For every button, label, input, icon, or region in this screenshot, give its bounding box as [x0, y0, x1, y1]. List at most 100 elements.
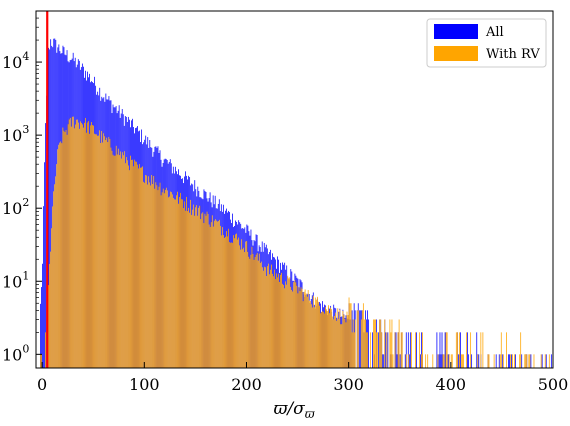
- histogram-bar-with-rv: [390, 332, 392, 368]
- histogram-bar-with-rv: [295, 282, 297, 368]
- histogram-bar-with-rv: [275, 279, 276, 368]
- histogram-bar-all: [396, 354, 398, 368]
- histogram-bar-with-rv: [421, 354, 422, 368]
- histogram-bar-with-rv: [207, 213, 209, 368]
- histogram-bar-with-rv: [373, 319, 374, 368]
- histogram-bar-with-rv: [333, 319, 335, 368]
- histogram-bar-with-rv: [208, 224, 210, 368]
- histogram-bar-with-rv: [72, 116, 74, 368]
- histogram-bar-with-rv: [173, 199, 175, 368]
- histogram-bar-with-rv: [257, 260, 259, 368]
- histogram-bar-with-rv: [273, 276, 274, 368]
- histogram-bar-with-rv: [216, 221, 218, 368]
- histogram-bar-all: [476, 332, 478, 368]
- histogram-bar-with-rv: [258, 253, 260, 368]
- histogram-bar-with-rv: [240, 249, 242, 368]
- histogram-bar-with-rv: [304, 289, 306, 368]
- histogram-bar-with-rv: [256, 252, 258, 368]
- histogram-bar-with-rv: [81, 124, 83, 368]
- histogram-bar-with-rv: [198, 207, 200, 368]
- histogram-bar-with-rv: [380, 319, 382, 368]
- histogram-bar-with-rv: [182, 199, 183, 368]
- histogram-bar-with-rv: [376, 332, 378, 368]
- histogram-bar-with-rv: [238, 237, 240, 368]
- histogram-bar-with-rv: [392, 354, 394, 368]
- histogram-bar-with-rv: [73, 128, 75, 368]
- histogram-bar-with-rv: [84, 122, 85, 368]
- histogram-bar-with-rv: [512, 354, 513, 368]
- histogram-bar-with-rv: [281, 272, 282, 368]
- histogram-bar-with-rv: [463, 354, 464, 368]
- histogram-bar-with-rv: [307, 290, 309, 368]
- histogram-bar-with-rv: [149, 182, 151, 368]
- histogram-bar-all: [509, 354, 510, 368]
- legend-label-with-rv: With RV: [486, 47, 540, 62]
- histogram-bar-with-rv: [250, 254, 252, 368]
- histogram-bar-with-rv: [197, 215, 199, 368]
- histogram-bar-with-rv: [59, 142, 61, 368]
- histogram-bar-with-rv: [60, 141, 62, 368]
- histogram-bar-with-rv: [272, 273, 273, 368]
- histogram-bar-with-rv: [96, 134, 98, 368]
- histogram-bar-with-rv: [95, 134, 97, 368]
- histogram-bar-all: [395, 332, 397, 368]
- histogram-bar-all: [457, 354, 459, 368]
- histogram-bar-with-rv: [50, 251, 52, 368]
- histogram-bar-with-rv: [291, 289, 293, 368]
- histogram-bar-with-rv: [348, 297, 350, 368]
- histogram-bar-with-rv: [122, 155, 124, 368]
- histogram-bar-with-rv: [314, 297, 316, 368]
- histogram-bar-with-rv: [126, 160, 128, 368]
- histogram-bar-all: [409, 332, 411, 368]
- histogram-bar-with-rv: [290, 286, 292, 368]
- histogram-bar-with-rv: [172, 197, 174, 368]
- histogram-bar-with-rv: [309, 301, 311, 368]
- histogram-bar-with-rv: [318, 301, 319, 368]
- histogram-bar-with-rv: [520, 332, 522, 368]
- histogram-bar-with-rv: [158, 186, 160, 368]
- histogram-bar-with-rv: [123, 151, 125, 368]
- histogram-bar-with-rv: [405, 354, 407, 368]
- histogram-bar-with-rv: [233, 235, 234, 368]
- histogram-bar-with-rv: [245, 241, 247, 368]
- histogram-bar-with-rv: [360, 319, 362, 368]
- histogram-bar-with-rv: [334, 315, 336, 368]
- x-axis-title: ϖ/σϖ: [274, 399, 316, 421]
- histogram-bar-with-rv: [64, 132, 66, 368]
- histogram-bar-with-rv: [66, 134, 68, 368]
- histogram-bar-with-rv: [55, 176, 57, 368]
- histogram-bar-with-rv: [352, 319, 354, 368]
- histogram-bar-with-rv: [363, 319, 365, 368]
- histogram-bar-with-rv: [255, 254, 257, 368]
- histogram-bar-all: [387, 332, 389, 368]
- histogram-bar-with-rv: [215, 220, 217, 368]
- histogram-bar-with-rv: [88, 121, 89, 368]
- histogram-bar-all: [515, 354, 516, 368]
- histogram-bar-with-rv: [80, 122, 82, 368]
- histogram-bar-with-rv: [480, 332, 482, 368]
- histogram-bar-with-rv: [185, 210, 186, 368]
- histogram-bar-with-rv: [117, 148, 119, 368]
- histogram-bar-all: [550, 354, 552, 368]
- histogram-bar-with-rv: [277, 277, 278, 368]
- histogram-bar-with-rv: [79, 121, 81, 368]
- histogram-bar-with-rv: [191, 214, 193, 368]
- histogram-bar-with-rv: [211, 215, 213, 368]
- histogram-bar-all: [408, 354, 410, 368]
- y-tick-label: 100: [2, 342, 29, 364]
- histogram-bar-with-rv: [89, 133, 90, 368]
- histogram-bar-with-rv: [204, 213, 206, 368]
- histogram-bar-all: [511, 354, 512, 368]
- histogram-bar-with-rv: [259, 262, 261, 368]
- histogram-bar-with-rv: [104, 136, 106, 368]
- histogram-bar-with-rv: [544, 354, 546, 368]
- histogram-bar-with-rv: [351, 332, 353, 368]
- x-tick-label: 200: [231, 375, 262, 394]
- histogram-bar-all: [521, 354, 523, 368]
- histogram-bar-with-rv: [162, 188, 164, 368]
- histogram-bar-with-rv: [92, 125, 93, 368]
- histogram-bar-with-rv: [375, 319, 376, 368]
- histogram-bar-with-rv: [254, 256, 256, 368]
- y-tick-label: 103: [2, 123, 29, 145]
- y-tick-label: 102: [2, 196, 29, 218]
